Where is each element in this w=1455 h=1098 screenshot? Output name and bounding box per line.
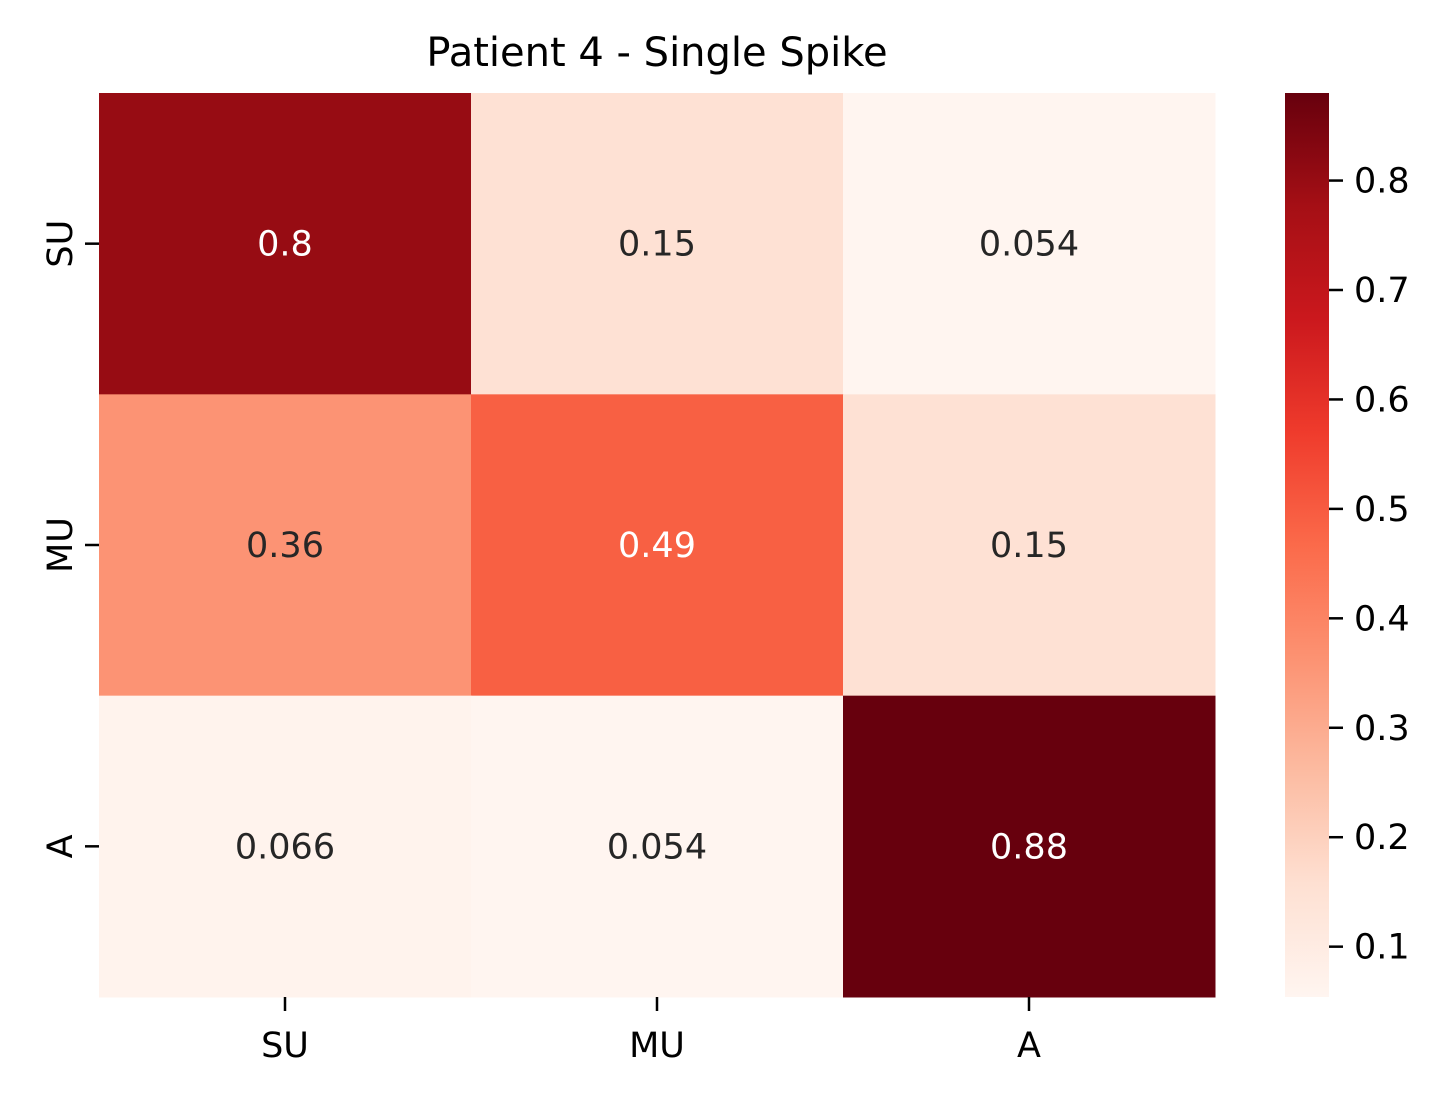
heatmap-cell — [471, 695, 844, 998]
colorbar-tick-label: 0.2 — [1354, 818, 1410, 858]
heatmap-cell-labels: 0.8 0.15 0.054 0.36 0.49 0.15 0.066 0.054 0.88 — [235, 225, 1079, 868]
x-tick-label: A — [1017, 1026, 1041, 1066]
colorbar-tick-label: 0.7 — [1354, 271, 1410, 311]
cell-value-label: 0.36 — [246, 526, 324, 566]
colorbar-tick-label: 0.5 — [1354, 490, 1410, 530]
colorbar-tick-label: 0.1 — [1354, 928, 1410, 968]
heatmap-cell — [99, 695, 472, 998]
heatmap-cell — [471, 394, 844, 697]
cell-value-label: 0.15 — [618, 225, 696, 265]
colorbar-gradient — [1285, 93, 1329, 997]
heatmap-cells — [99, 93, 1216, 998]
heatmap-cell — [843, 695, 1216, 998]
heatmap-cell — [99, 394, 472, 697]
y-tick-label: A — [41, 834, 81, 858]
cell-value-label: 0.054 — [607, 827, 707, 867]
x-tick-label: MU — [629, 1026, 685, 1066]
y-axis: SU MU A — [41, 220, 99, 858]
chart-title: Patient 4 - Single Spike — [426, 30, 887, 76]
colorbar-tick-label: 0.6 — [1354, 380, 1410, 420]
colorbar-tick-label: 0.8 — [1354, 162, 1410, 202]
cell-value-label: 0.066 — [235, 827, 335, 867]
heatmap-cell — [99, 93, 472, 395]
colorbar-tick-label: 0.4 — [1354, 599, 1410, 639]
x-axis: SU MU A — [261, 997, 1041, 1066]
colorbar-ticks: 0.1 0.2 0.3 0.4 0.5 0.6 0.7 0.8 — [1329, 162, 1410, 968]
y-tick-label: SU — [41, 220, 81, 268]
heatmap-cell — [843, 93, 1216, 395]
heatmap-cell — [843, 394, 1216, 697]
cell-value-label: 0.88 — [990, 827, 1068, 867]
cell-value-label: 0.49 — [618, 526, 696, 566]
x-tick-label: SU — [261, 1026, 309, 1066]
y-tick-label: MU — [41, 517, 81, 573]
cell-value-label: 0.054 — [979, 225, 1079, 265]
colorbar-tick-label: 0.3 — [1354, 709, 1410, 749]
heatmap-cell — [471, 93, 844, 395]
cell-value-label: 0.8 — [257, 225, 313, 265]
cell-value-label: 0.15 — [990, 526, 1068, 566]
colorbar — [1285, 93, 1329, 997]
